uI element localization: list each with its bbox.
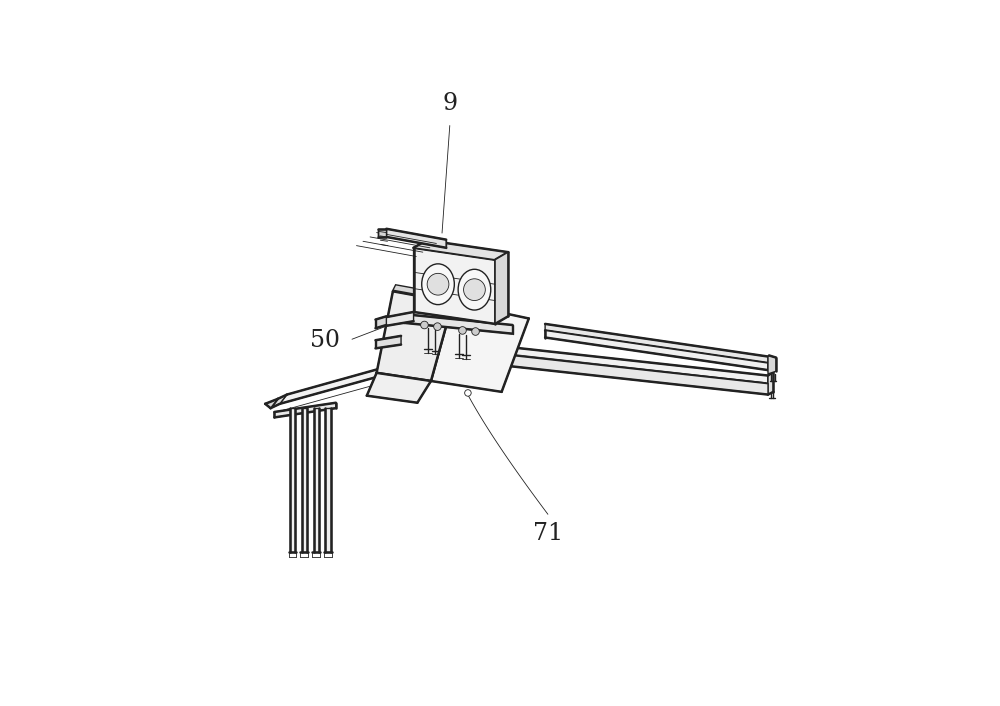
Polygon shape <box>472 351 768 395</box>
Polygon shape <box>431 302 529 392</box>
Polygon shape <box>472 343 768 384</box>
Polygon shape <box>367 373 431 402</box>
Circle shape <box>464 279 485 301</box>
Polygon shape <box>393 285 455 301</box>
Polygon shape <box>404 314 512 334</box>
Polygon shape <box>414 248 495 324</box>
Polygon shape <box>768 355 776 374</box>
Polygon shape <box>274 402 336 417</box>
Polygon shape <box>376 336 401 348</box>
Polygon shape <box>376 316 386 328</box>
Ellipse shape <box>458 269 491 310</box>
Polygon shape <box>302 408 307 552</box>
Polygon shape <box>385 312 414 326</box>
Polygon shape <box>325 408 331 552</box>
Circle shape <box>459 327 466 334</box>
Polygon shape <box>545 324 768 363</box>
Ellipse shape <box>422 264 454 304</box>
Polygon shape <box>314 408 319 552</box>
Circle shape <box>472 328 479 335</box>
Polygon shape <box>495 252 508 324</box>
Circle shape <box>434 323 441 330</box>
Text: 50: 50 <box>310 329 340 352</box>
Polygon shape <box>377 292 453 381</box>
Polygon shape <box>265 399 278 408</box>
Polygon shape <box>545 330 768 370</box>
Text: 9: 9 <box>442 92 458 114</box>
Text: 71: 71 <box>533 522 563 545</box>
Polygon shape <box>768 372 773 395</box>
Circle shape <box>465 390 471 396</box>
Circle shape <box>427 273 449 295</box>
Polygon shape <box>290 408 295 552</box>
Polygon shape <box>386 229 446 248</box>
Polygon shape <box>378 229 386 237</box>
Circle shape <box>421 321 428 329</box>
Polygon shape <box>414 240 508 260</box>
Polygon shape <box>280 343 472 404</box>
Polygon shape <box>271 395 287 408</box>
